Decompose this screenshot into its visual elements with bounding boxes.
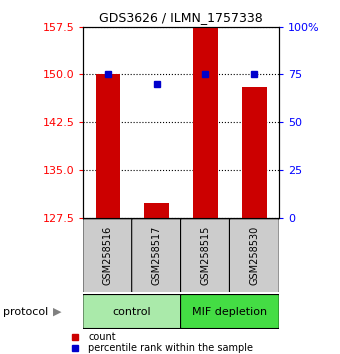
Text: GSM258517: GSM258517 [152, 226, 162, 285]
FancyBboxPatch shape [132, 219, 182, 293]
FancyBboxPatch shape [230, 219, 279, 293]
Title: GDS3626 / ILMN_1757338: GDS3626 / ILMN_1757338 [99, 11, 263, 24]
Text: MIF depletion: MIF depletion [192, 307, 268, 316]
Bar [144, 203, 169, 218]
Text: GSM258516: GSM258516 [103, 226, 113, 285]
FancyBboxPatch shape [83, 295, 182, 329]
Text: percentile rank within the sample: percentile rank within the sample [88, 343, 253, 353]
Bar [242, 87, 267, 218]
Text: count: count [88, 332, 116, 342]
Bar [193, 28, 218, 218]
Text: ▶: ▶ [53, 307, 61, 316]
Text: control: control [113, 307, 152, 316]
Text: GSM258530: GSM258530 [249, 226, 259, 285]
Bar [96, 74, 120, 218]
FancyBboxPatch shape [83, 219, 133, 293]
Text: protocol: protocol [3, 307, 49, 316]
FancyBboxPatch shape [181, 295, 279, 329]
FancyBboxPatch shape [181, 219, 231, 293]
Text: GSM258515: GSM258515 [201, 226, 210, 285]
